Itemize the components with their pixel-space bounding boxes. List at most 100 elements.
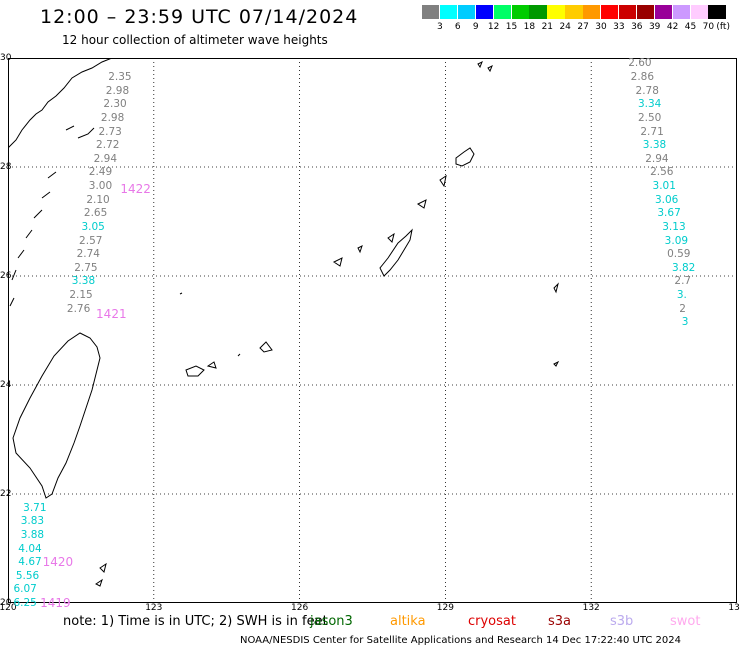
satellite-jason3-label: jason3 [310,614,353,629]
scale-swatch [439,5,458,19]
scale-swatch [422,5,440,19]
wave-height-label: 5.56 [15,569,40,582]
latitude-label: 20 [0,598,12,608]
latitude-label: 26 [0,271,12,281]
wave-height-label: 2.98 [105,84,130,97]
wave-height-label: 3.71 [23,501,47,514]
wave-height-label: 2.15 [69,289,93,302]
scale-swatch [690,5,708,19]
wave-height-label: 3 [681,316,689,329]
okinawa-coast [379,228,413,277]
longitude-label: 132 [582,603,600,613]
scale-swatch [493,5,511,19]
wave-height-label: 3.01 [652,180,676,193]
satellite-cryosat-label: cryosat [468,614,516,629]
wave-height-label: 3.34 [637,98,662,111]
wave-height-label: 2.74 [76,248,100,261]
pass-number-label: 1420 [42,555,74,570]
sakishima-coast [185,341,273,377]
wave-height-label: 2.10 [86,193,110,206]
grid-lines [8,58,737,603]
scale-swatch [529,5,547,19]
wave-height-label: 3.67 [657,207,681,220]
scale-swatch [654,5,673,19]
footer-credit: NOAA/NESDIS Center for Satellite Applica… [240,635,682,646]
map-subtitle: 12 hour collection of altimeter wave hei… [62,33,328,47]
wave-height-label: 2.56 [650,166,674,179]
latitude-label: 22 [0,489,12,499]
latitude-label: 28 [0,162,12,172]
wave-height-label: 2 [679,302,686,315]
longitude-label: 135 [728,603,740,613]
scale-label: 21 [541,22,554,32]
scale-swatch [547,5,565,19]
scale-label: 12 [487,22,500,32]
scale-label: 24 [559,22,571,32]
china-coast [8,58,113,307]
pass-number-label: 1421 [96,307,127,322]
scale-label: 18 [523,22,536,32]
pass-number-label: 1422 [120,181,151,196]
wave-height-label: 2.50 [637,111,662,124]
wave-height-label: 2.76 [66,302,91,315]
scale-unit: (ft) [716,22,730,32]
wave-height-label: 0.59 [667,248,691,261]
scale-label: 39 [648,22,661,32]
wave-height-label: 4.04 [18,542,42,555]
wave-height-label: 3.88 [20,528,45,541]
satellite-s3a-label: s3a [548,614,572,629]
scale-swatch [457,5,476,19]
wave-height-label: 3.83 [20,515,45,528]
scale-swatch [636,5,655,19]
satellite-swot-label: swot [670,614,701,629]
scale-label: 30 [595,22,607,32]
wave-height-label: 2.98 [100,111,125,124]
scale-swatch [565,5,583,19]
satellite-altika-label: altika [390,614,426,629]
coastlines [8,58,560,587]
taiwan-coast [12,332,101,499]
wave-height-label: 3.05 [81,220,105,233]
scale-label: 70 [702,22,715,32]
scale-swatch [583,5,601,19]
scale-swatch [511,5,529,19]
longitude-label: 120 [0,603,17,613]
small-islands [95,60,560,587]
scale-swatch [618,5,637,19]
wave-height-label: 4.67 [18,556,42,569]
wave-height-label: 3.38 [642,139,667,152]
wave-height-label: 3.38 [71,275,96,288]
footer-note: note: 1) Time is in UTC; 2) SWH is in fe… [63,614,328,629]
wave-height-label: 2.73 [98,125,122,138]
longitude-label: 129 [436,603,454,613]
scale-swatch [601,5,619,19]
latitude-label: 30 [0,53,12,63]
wave-height-label: 2.78 [635,84,659,97]
longitude-label: 123 [145,603,163,613]
wave-height-label: 3. [676,289,687,302]
scale-label: 33 [613,22,625,32]
wave-height-label: 6.07 [13,583,37,596]
pass-number-label: 1419 [40,596,71,610]
wave-height-label: 2.30 [103,98,127,111]
latitude-label: 24 [0,380,12,390]
wave-height-label: 3.13 [662,220,686,233]
scale-label: 45 [684,22,697,32]
wave-height-label: 3.09 [664,234,689,247]
amami-coast [455,147,475,167]
scale-swatch [475,5,494,19]
scale-swatch [708,5,726,19]
wave-height-label: 2.49 [88,166,113,179]
map-frame [8,58,737,603]
scale-swatch [672,5,690,19]
wave-height-label: 2.94 [645,152,669,165]
wave-height-label: 3.82 [671,261,696,274]
scale-label: 3 [437,22,443,32]
wave-height-label: 2.71 [640,125,664,138]
longitude-label: 126 [291,603,309,613]
wave-height-label: 3.06 [654,193,679,206]
scale-label: 15 [505,22,518,32]
scale-label: 9 [472,22,479,32]
wave-height-label: 2.35 [108,71,132,84]
wave-height-label: 2.75 [74,261,98,274]
